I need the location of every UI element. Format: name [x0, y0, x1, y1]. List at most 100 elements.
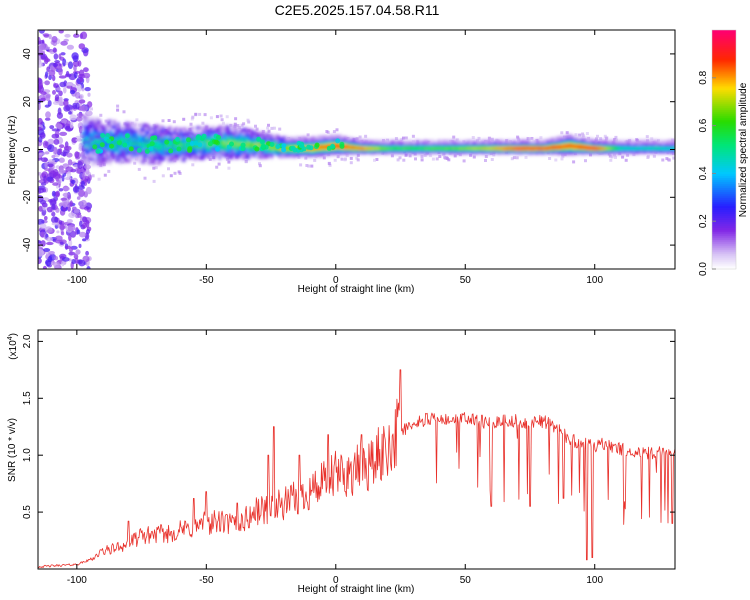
- heatmap-cell: [210, 153, 214, 157]
- heatmap-cell: [256, 133, 259, 137]
- heatmap-cell: [172, 120, 176, 124]
- heatmap-cell: [370, 140, 373, 144]
- heatmap-cell: [78, 189, 85, 197]
- heatmap-cell: [67, 206, 71, 212]
- heatmap-cell: [278, 127, 282, 131]
- heatmap-cell: [84, 128, 87, 132]
- heatmap-cell: [86, 124, 89, 128]
- heatmap-cell: [69, 89, 76, 95]
- heatmap-cell: [84, 150, 87, 154]
- heatmap-cell: [287, 136, 290, 140]
- heatmap-cell: [119, 149, 122, 153]
- heatmap-cell: [133, 144, 137, 148]
- heatmap-cell: [140, 126, 143, 130]
- heatmap-cell: [156, 144, 160, 149]
- heatmap-cell: [117, 137, 120, 141]
- heatmap-cell: [255, 127, 259, 131]
- heatmap-cell: [85, 110, 93, 117]
- heatmap-cell: [235, 130, 238, 134]
- heatmap-cell: [104, 158, 108, 162]
- heatmap-cell: [423, 153, 427, 157]
- heatmap-cell: [472, 155, 476, 159]
- heatmap-cell: [96, 144, 100, 148]
- heatmap-cell: [349, 136, 352, 140]
- heatmap-cell: [142, 143, 145, 147]
- heatmap-cell: [67, 224, 76, 232]
- heatmap-cell: [191, 163, 195, 167]
- heatmap-cell: [148, 152, 151, 156]
- heatmap-cell: [38, 126, 43, 131]
- heatmap-cell: [355, 138, 359, 142]
- heatmap-cell: [264, 136, 267, 140]
- heatmap-cell: [645, 135, 649, 139]
- heatmap-cell: [127, 123, 131, 127]
- heatmap-cell: [123, 149, 127, 153]
- heatmap-cell: [104, 156, 108, 160]
- heatmap-cell: [322, 156, 326, 160]
- heatmap-cell: [343, 136, 346, 140]
- heatmap-cell: [82, 125, 85, 129]
- heatmap-cell: [438, 155, 442, 158]
- heatmap-cell: [113, 137, 116, 141]
- heatmap-cell: [125, 140, 129, 144]
- heatmap-cell: [92, 142, 95, 146]
- heatmap-cell: [193, 157, 197, 161]
- heatmap-cell: [135, 118, 139, 122]
- heatmap-cell: [138, 128, 141, 132]
- heatmap-cell: [171, 158, 174, 162]
- heatmap-cell: [135, 155, 139, 159]
- heatmap-cell: [220, 129, 224, 133]
- heatmap-cell: [69, 200, 73, 207]
- heatmap-cell: [119, 155, 122, 159]
- heatmap-cell: [142, 126, 145, 130]
- heatmap-cell: [258, 133, 261, 137]
- heatmap-cell: [119, 144, 122, 148]
- heatmap-cell: [156, 143, 160, 147]
- heatmap-cell: [90, 133, 93, 137]
- heatmap-cell: [148, 125, 151, 129]
- heatmap-cell: [82, 130, 85, 134]
- heatmap-cell: [432, 139, 435, 143]
- heatmap-cell: [61, 175, 65, 182]
- heatmap-cell: [38, 218, 45, 225]
- heatmap-cell: [175, 134, 178, 138]
- heatmap-cell: [475, 139, 479, 143]
- heatmap-cell: [131, 134, 135, 138]
- heatmap-cell: [66, 85, 73, 89]
- heatmap-cell: [117, 133, 120, 137]
- heatmap-cell: [52, 62, 58, 67]
- heatmap-cell: [98, 162, 102, 166]
- heatmap-cell: [160, 146, 164, 150]
- heatmap-cell: [45, 46, 51, 50]
- heatmap-cell: [119, 133, 122, 137]
- heatmap-cell: [326, 135, 330, 139]
- heatmap-cell: [140, 133, 143, 137]
- heatmap-cell: [154, 141, 158, 145]
- heatmap-cell: [135, 136, 139, 140]
- heatmap-cell: [72, 55, 79, 62]
- heatmap-cell: [92, 152, 95, 156]
- heatmap-cell: [510, 157, 514, 161]
- heatmap-cell: [115, 150, 118, 154]
- heatmap-cell: [305, 164, 309, 167]
- heatmap-cell: [94, 142, 97, 146]
- heatmap-cell: [79, 77, 84, 83]
- heatmap-cell: [123, 126, 127, 130]
- heatmap-cell: [148, 135, 151, 140]
- heatmap-cell: [111, 125, 114, 129]
- heatmap-cell: [144, 123, 147, 127]
- heatmap-cell: [51, 128, 60, 132]
- heatmap-cell: [330, 134, 334, 138]
- heatmap-cell: [144, 138, 147, 143]
- heatmap-cell: [414, 157, 417, 161]
- heatmap-cell: [96, 158, 100, 162]
- heatmap-cell: [169, 137, 172, 141]
- heatmap-cell: [68, 111, 72, 115]
- heatmap-cell: [135, 151, 139, 155]
- heatmap-cell: [152, 139, 156, 143]
- heatmap-cell: [237, 154, 240, 159]
- heatmap-cell: [144, 127, 147, 131]
- heatmap-cell: [131, 137, 135, 141]
- heatmap-cell: [129, 142, 133, 146]
- heatmap-cell: [610, 155, 614, 159]
